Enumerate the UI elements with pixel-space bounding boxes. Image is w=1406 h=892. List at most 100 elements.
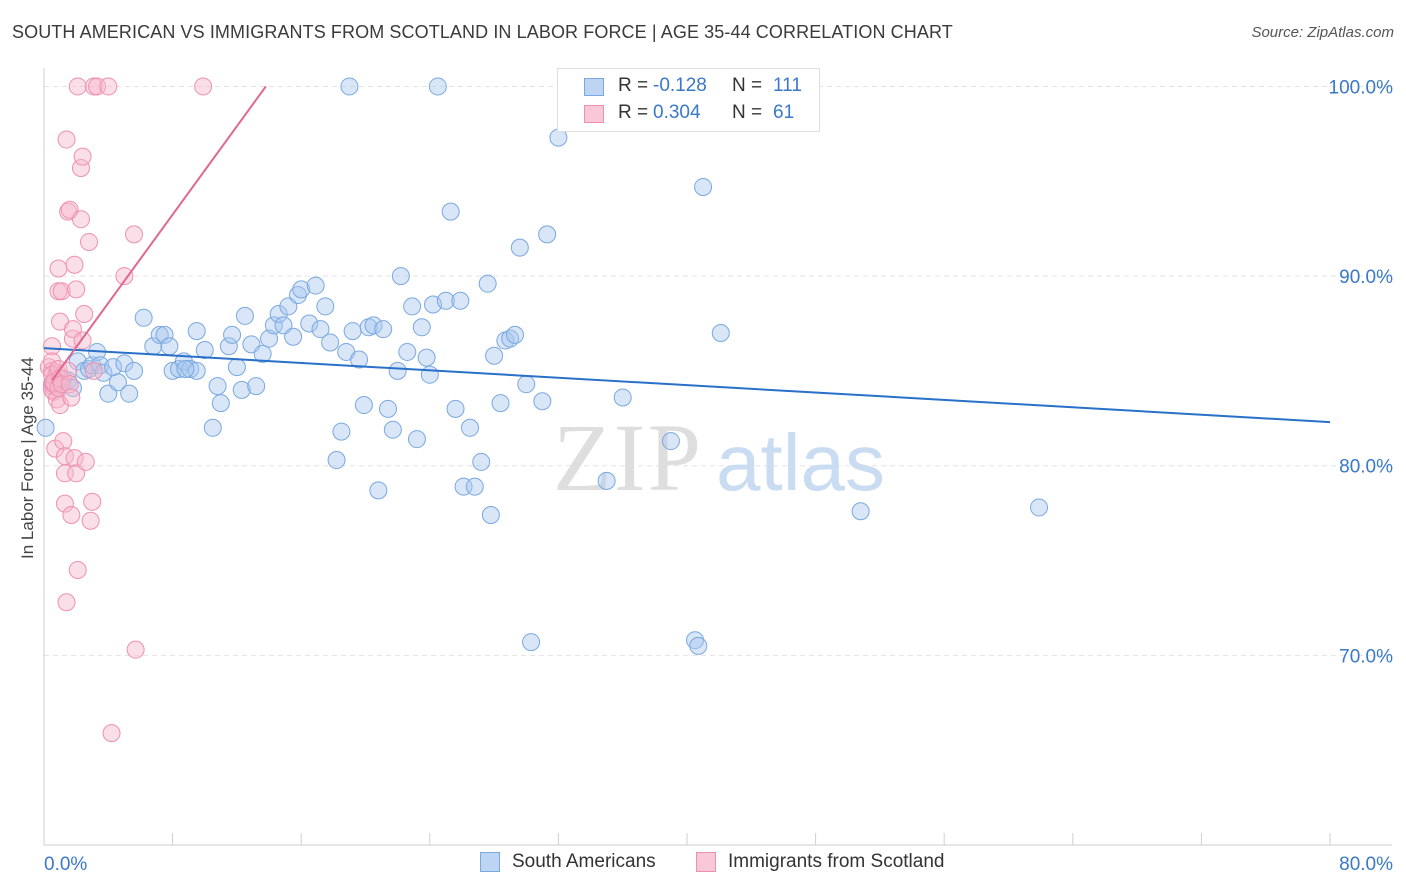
grid [44, 85, 1392, 656]
data-point [126, 640, 145, 659]
data-point [354, 396, 373, 415]
data-point [211, 394, 230, 413]
legend-label: South Americans [512, 851, 656, 872]
data-point [517, 375, 536, 394]
data-point [597, 471, 616, 490]
legend-n-label: N = [732, 102, 763, 123]
data-point [485, 346, 504, 365]
data-point [115, 267, 134, 286]
data-point [247, 377, 266, 396]
data-point [176, 360, 195, 379]
data-point [412, 318, 431, 337]
data-point [327, 451, 346, 470]
data-point [115, 354, 134, 373]
chart-title: SOUTH AMERICAN VS IMMIGRANTS FROM SCOTLA… [12, 22, 953, 42]
data-point [332, 422, 351, 441]
data-point [43, 337, 62, 356]
data-point [340, 77, 359, 96]
data-point [203, 418, 222, 437]
data-point [510, 238, 529, 257]
data-point [505, 325, 524, 344]
data-point [311, 320, 330, 339]
data-point [80, 232, 99, 251]
trend-line-scotland [51, 85, 267, 381]
data-point [65, 449, 84, 468]
data-point [686, 631, 705, 650]
data-point [292, 280, 311, 299]
data-point [522, 633, 541, 652]
y-tick-label: 90.0% [1339, 267, 1393, 288]
data-point [181, 360, 200, 379]
trend-line-south-americans [43, 347, 1331, 424]
series-immigrants-from-scotland [39, 77, 213, 743]
data-point [379, 399, 398, 418]
legend-n-label: N = [732, 75, 763, 96]
data-point [388, 361, 407, 380]
data-point [538, 225, 557, 244]
watermark-atlas: atlas [716, 418, 885, 507]
y-tick-label: 70.0% [1339, 646, 1393, 667]
data-point [49, 259, 68, 278]
data-point [160, 337, 179, 356]
data-point [446, 399, 465, 418]
data-point [321, 333, 340, 352]
data-point [441, 202, 460, 221]
legend-label: Immigrants from Scotland [728, 851, 945, 872]
legend-row-scotland: R = 0.304 N = 61 [558, 102, 819, 128]
data-point [407, 430, 426, 449]
data-point [689, 636, 708, 655]
data-point [316, 297, 335, 316]
data-point [235, 306, 254, 325]
data-point [108, 373, 127, 392]
data-point [383, 420, 402, 439]
data-point [52, 282, 71, 301]
data-point [65, 255, 84, 274]
x-tick-label: 0.0% [44, 854, 87, 875]
series-south-americans [36, 77, 1049, 655]
data-point [73, 147, 92, 166]
legend-item-south-americans[interactable]: South Americans [480, 851, 656, 873]
y-tick-label: 100.0% [1329, 77, 1394, 98]
data-point [472, 452, 491, 471]
data-point [62, 506, 81, 525]
data-point [417, 348, 436, 367]
source-label: Source: ZipAtlas.com [1251, 24, 1394, 41]
data-point [460, 418, 479, 437]
data-point [391, 267, 410, 286]
legend-r-label: R = [618, 102, 649, 123]
data-point [288, 286, 307, 305]
legend-n-value: 61 [773, 102, 795, 123]
data-point [76, 452, 95, 471]
data-point [478, 274, 497, 293]
data-point [465, 477, 484, 496]
data-point [1030, 498, 1049, 517]
data-point [68, 77, 87, 96]
data-point [428, 77, 447, 96]
data-point [62, 388, 81, 407]
data-point [194, 77, 213, 96]
data-point [83, 492, 102, 511]
legend-item-scotland[interactable]: Immigrants from Scotland [696, 851, 944, 873]
data-point [451, 291, 470, 310]
data-point [99, 77, 118, 96]
y-tick-label: 80.0% [1339, 457, 1393, 478]
data-point [134, 308, 153, 327]
data-point [711, 323, 730, 342]
data-point [187, 322, 206, 341]
data-point [187, 361, 206, 380]
data-point [306, 276, 325, 295]
legend-r-value: 0.304 [653, 102, 701, 123]
data-point [369, 481, 388, 500]
legend-row-south-americans: R = -0.128 N = 111 [558, 75, 819, 101]
legend-swatch-blue [584, 78, 604, 96]
data-point [481, 506, 500, 525]
legend-swatch-pink [696, 852, 716, 872]
series-legend: South Americans Immigrants from Scotland [0, 851, 1406, 879]
data-point [125, 225, 144, 244]
watermark-zip: ZIP [553, 404, 703, 511]
data-point [260, 329, 279, 348]
data-point [223, 325, 242, 344]
data-point [75, 305, 94, 324]
legend-swatch-blue [480, 852, 500, 872]
data-point [55, 494, 74, 513]
